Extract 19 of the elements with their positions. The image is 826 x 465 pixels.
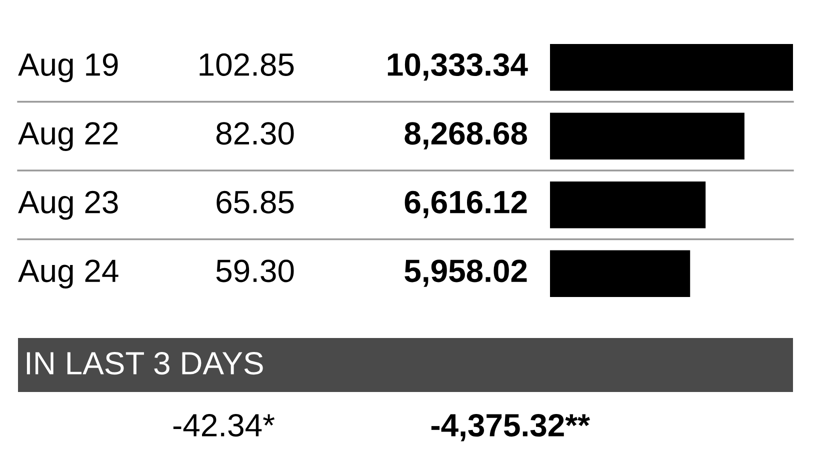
text: 65.85 <box>216 190 294 214</box>
bar <box>550 44 793 91</box>
y-tick-label: Aug 24 <box>18 260 118 289</box>
text: -4,375.32** <box>431 414 590 442</box>
y-tick-label: Aug 19 <box>18 53 118 82</box>
bar <box>550 112 744 160</box>
bar <box>550 250 690 297</box>
bar <box>550 182 706 228</box>
text: 82.30 <box>216 122 294 145</box>
data-label: 5,958.02 <box>404 260 527 287</box>
y-tick-label: Aug 23 <box>18 190 118 220</box>
data-label: 8,268.68 <box>404 122 528 150</box>
text: 59.30 <box>216 260 294 282</box>
text: IN LAST 3 DAYS <box>26 352 263 375</box>
text: 102.85 <box>200 53 294 76</box>
data-label: 6,616.12 <box>404 190 527 218</box>
y-tick-label: Aug 22 <box>18 122 118 152</box>
data-label: 10,333.34 <box>388 53 528 81</box>
text: -42.34* <box>173 414 275 437</box>
